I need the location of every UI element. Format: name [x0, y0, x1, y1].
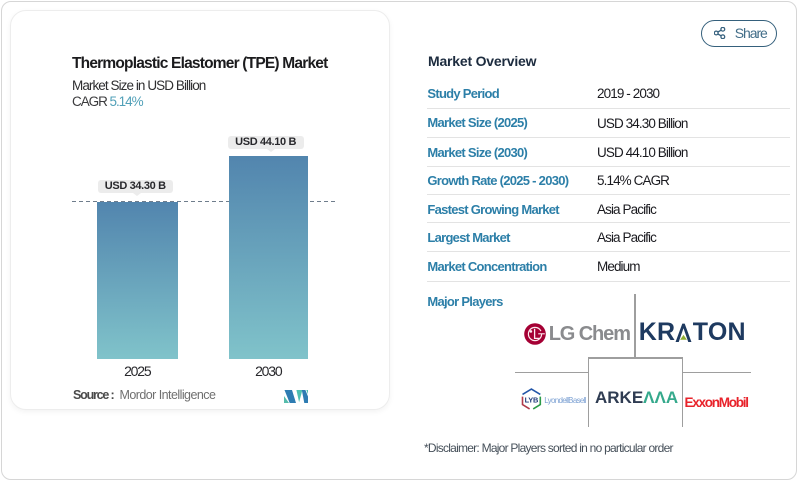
svg-text:LYB: LYB [524, 395, 538, 404]
